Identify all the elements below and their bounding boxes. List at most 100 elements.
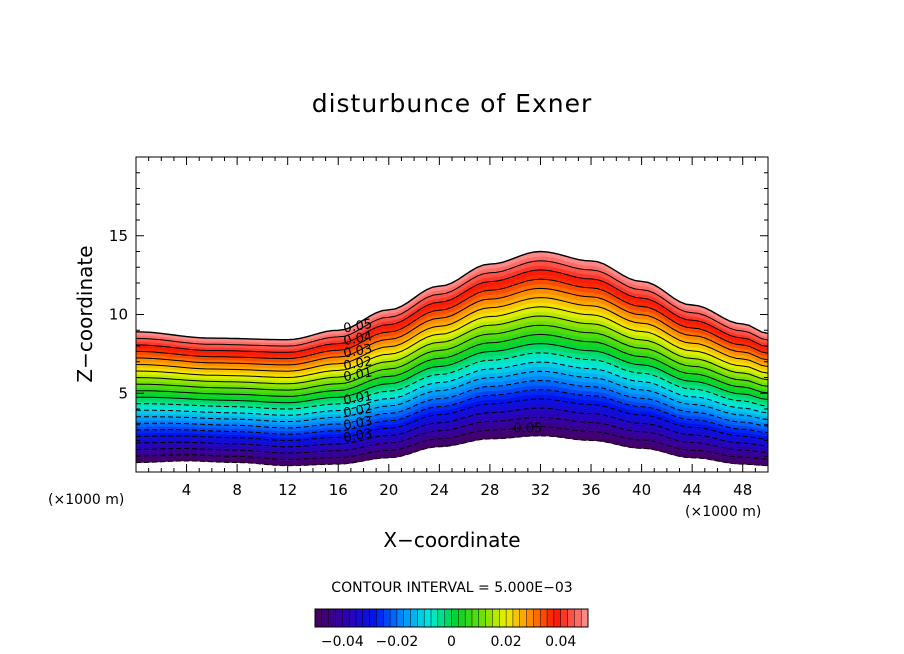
- contour-line: [136, 379, 768, 429]
- colorbar-cell: [321, 609, 330, 627]
- contour-labels: 0.050.040.030.020.010.010.020.030.03 0.05: [342, 317, 542, 446]
- x-tick-label: 16: [329, 481, 348, 499]
- colorbar-cell: [444, 609, 452, 627]
- contour-label: 0.05: [342, 317, 373, 337]
- colorbar-cell: [485, 609, 493, 627]
- x-axis: 4 8 12 16 20 24 28 32 36 40 44 48: [148, 157, 756, 499]
- colorbar-ticks: −0.04 −0.02 0 0.02 0.04: [321, 634, 577, 650]
- x-tick-label: 44: [683, 481, 702, 499]
- contour-line: [136, 324, 768, 391]
- colorbar-cell: [458, 609, 466, 627]
- contour-line: [136, 306, 768, 379]
- colorbar-cell: [328, 609, 336, 627]
- colorbar-cell: [390, 609, 398, 627]
- contour-label: 0.03: [342, 426, 373, 446]
- contour-line: [136, 287, 768, 366]
- colorbar: [314, 608, 589, 628]
- x-tick-label: 20: [379, 481, 398, 499]
- x-tick-label: 36: [581, 481, 600, 499]
- contour-line: [136, 297, 768, 372]
- colorbar-cell: [499, 609, 507, 627]
- colorbar-cell: [506, 609, 514, 627]
- colorbar-cell: [553, 609, 562, 627]
- contour-line: [136, 260, 768, 347]
- x-unit-left: (×1000 m): [48, 492, 124, 508]
- colorbar-cell: [424, 609, 432, 627]
- colorbar-cell: [581, 609, 589, 627]
- colorbar-cell: [335, 609, 343, 627]
- colorbar-cell: [478, 609, 487, 627]
- colorbar-cell: [547, 609, 555, 627]
- y-axis: 5 10 15: [109, 172, 768, 457]
- colorbar-cell: [315, 609, 323, 627]
- x-tick-label: 32: [531, 481, 550, 499]
- colorbar-cell: [567, 609, 575, 627]
- x-unit-right: (×1000 m): [685, 504, 761, 520]
- colorbar-cell: [342, 609, 350, 627]
- colorbar-cell: [519, 609, 527, 627]
- colorbar-cell: [383, 609, 391, 627]
- y-tick-label: 5: [118, 384, 128, 402]
- x-tick-label: 4: [182, 481, 192, 499]
- colorbar-cell: [492, 609, 500, 627]
- colorbar-cell: [369, 609, 377, 627]
- contour-line: [136, 352, 768, 410]
- x-tick-label: 28: [480, 481, 499, 499]
- contour-line: [136, 435, 768, 467]
- colorbar-cell: [451, 609, 459, 627]
- contour-label: 0.02: [342, 354, 373, 374]
- x-axis-label: X−coordinate: [383, 528, 520, 552]
- x-tick-label: 8: [232, 481, 242, 499]
- colorbar-cell: [465, 609, 473, 627]
- colorbar-cell: [574, 609, 582, 627]
- contour-line: [136, 250, 768, 341]
- colorbar-cell: [403, 609, 411, 627]
- colorbar-cell: [540, 609, 548, 627]
- x-tick-label: 48: [733, 481, 752, 499]
- colorbar-cell: [533, 609, 541, 627]
- contour-label: 0.01: [342, 365, 373, 385]
- colorbar-cell: [376, 609, 384, 627]
- contour-line: [136, 361, 768, 416]
- colorbar-cell: [526, 609, 534, 627]
- contour-line: [136, 407, 768, 448]
- colorbar-frame: [314, 608, 589, 628]
- colorbar-tick-label: 0: [447, 634, 456, 650]
- colorbar-cell: [512, 609, 521, 627]
- colorbar-cell: [355, 609, 364, 627]
- x-tick-label: 24: [430, 481, 449, 499]
- colorbar-tick-label: 0.02: [491, 634, 522, 650]
- y-axis-label: Z−coordinate: [73, 245, 97, 382]
- colorbar-cell: [560, 609, 568, 627]
- chart-title: disturbunce of Exner: [312, 89, 593, 118]
- colorbar-cell: [396, 609, 405, 627]
- contour-line: [136, 315, 768, 385]
- contour-label: 0.03: [342, 342, 373, 362]
- colorbar-cell: [431, 609, 439, 627]
- contour-interval-label: CONTOUR INTERVAL = 5.000E−03: [331, 580, 572, 596]
- y-tick-label: 10: [109, 306, 128, 324]
- colorbar-tick-label: 0.04: [545, 634, 576, 650]
- colorbar-cell: [471, 609, 480, 627]
- colorbar-cell: [437, 609, 446, 627]
- contour-label: 0.03: [342, 414, 373, 434]
- contour-line: [136, 333, 768, 397]
- contour-line: [136, 398, 768, 442]
- colorbar-tick-label: −0.04: [321, 634, 364, 650]
- x-tick-label: 40: [632, 481, 651, 499]
- colorbar-cell: [349, 609, 357, 627]
- contour-line: [136, 343, 768, 404]
- colorbar-cell: [410, 609, 418, 627]
- contour-lines: [136, 250, 768, 467]
- contour-label: 0.01: [342, 389, 373, 409]
- contour-label: 0.04: [342, 329, 373, 349]
- contour-line: [136, 416, 768, 454]
- colorbar-tick-label: −0.02: [375, 634, 418, 650]
- y-tick-label: 15: [109, 227, 128, 245]
- contour-label: 0.02: [342, 401, 373, 421]
- contour-line: [136, 426, 768, 460]
- contour-line: [136, 389, 768, 435]
- contour-line: [136, 370, 768, 423]
- colorbar-cell: [417, 609, 425, 627]
